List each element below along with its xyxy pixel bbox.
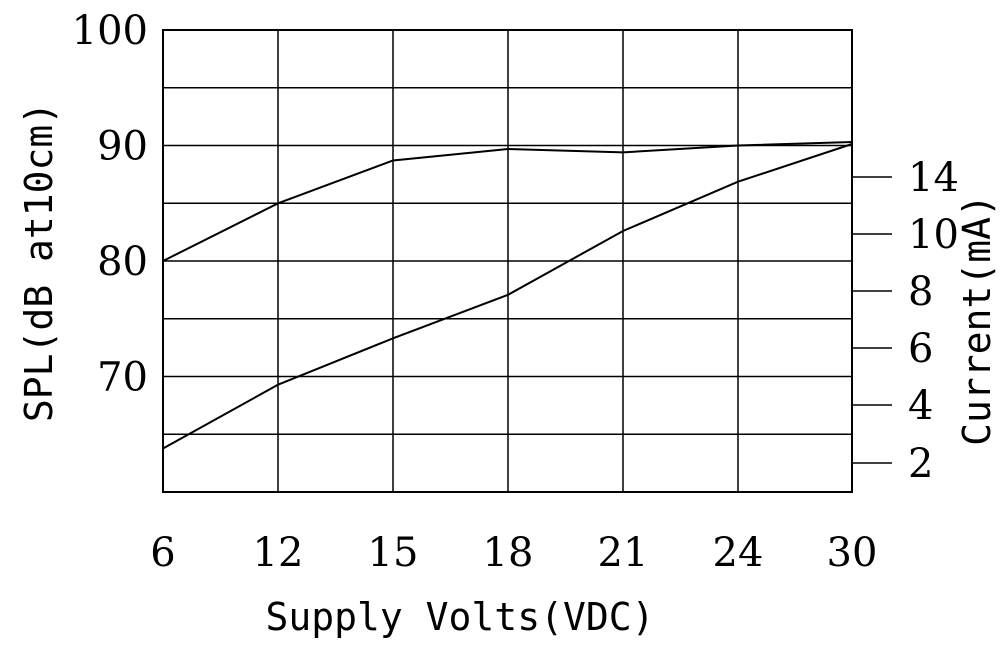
x-tick-label: 18 xyxy=(483,530,534,576)
y2-tick-label: 14 xyxy=(908,155,959,201)
y2-tick-label: 6 xyxy=(908,326,933,372)
y-tick-label: 80 xyxy=(97,239,148,285)
spl-series-line xyxy=(162,141,853,262)
y2-tick-label: 8 xyxy=(908,269,933,315)
y2-tick-label: 2 xyxy=(908,441,933,487)
y-tick-label: 100 xyxy=(72,8,148,54)
x-tick-label: 30 xyxy=(827,530,878,576)
x-tick-label: 12 xyxy=(253,530,304,576)
tick-labels: 100 90 80 70 14 10 8 6 4 2 6 12 15 18 21 24 30 xyxy=(72,8,959,576)
y-axis-title: SPL(dB at10cm) xyxy=(17,102,61,422)
y2-tick-label: 4 xyxy=(908,383,933,429)
y2-tick-label: 10 xyxy=(908,212,959,258)
y-tick-label: 70 xyxy=(97,355,148,401)
current-series-line xyxy=(162,143,853,450)
x-axis-title: Supply Volts(VDC) xyxy=(266,595,655,639)
x-tick-label: 15 xyxy=(368,530,419,576)
x-tick-label: 6 xyxy=(150,530,175,576)
grid xyxy=(163,30,852,492)
y2-axis-title: Current(mA) xyxy=(955,194,999,446)
series-lines xyxy=(162,141,853,450)
y-tick-label: 90 xyxy=(97,124,148,170)
x-tick-label: 24 xyxy=(713,530,764,576)
x-tick-label: 21 xyxy=(598,530,649,576)
